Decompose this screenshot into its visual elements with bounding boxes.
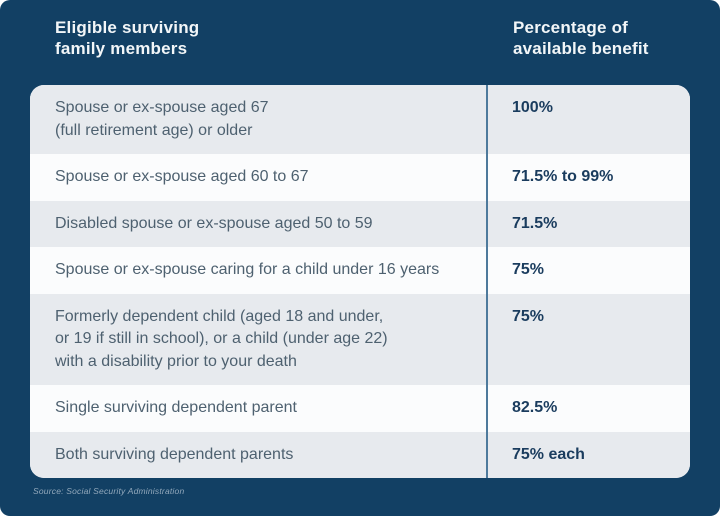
percentage-cell: 100% bbox=[512, 99, 553, 116]
member-cell: Single surviving dependent parent bbox=[55, 399, 297, 416]
source-note: Source: Social Security Administration bbox=[33, 486, 185, 496]
member-cell: Spouse or ex-spouse aged 60 to 67 bbox=[55, 168, 309, 185]
table-row: Spouse or ex-spouse aged 60 to 67 71.5% … bbox=[30, 154, 690, 201]
member-cell: Formerly dependent child (aged 18 and un… bbox=[55, 307, 388, 370]
member-cell: Spouse or ex-spouse aged 67 (full retire… bbox=[55, 99, 269, 139]
table-row: Spouse or ex-spouse caring for a child u… bbox=[30, 247, 690, 294]
member-cell: Both surviving dependent parents bbox=[55, 445, 294, 463]
percentage-cell: 71.5% bbox=[512, 214, 558, 232]
percentage-cell: 75% bbox=[512, 261, 545, 278]
table-row: Formerly dependent child (aged 18 and un… bbox=[30, 293, 690, 385]
percentage-cell: 75% each bbox=[512, 445, 585, 463]
benefits-table: Spouse or ex-spouse aged 67 (full retire… bbox=[30, 85, 690, 478]
percentage-cell: 75% bbox=[512, 307, 545, 325]
member-cell: Disabled spouse or ex-spouse aged 50 to … bbox=[55, 214, 373, 232]
column-divider bbox=[486, 85, 488, 478]
column-header-percentage: Percentage of available benefit bbox=[513, 18, 649, 58]
percentage-cell: 82.5% bbox=[512, 399, 558, 416]
percentage-cell: 71.5% to 99% bbox=[512, 168, 614, 185]
column-header-family-members: Eligible surviving family members bbox=[55, 18, 200, 58]
member-cell: Spouse or ex-spouse caring for a child u… bbox=[55, 261, 440, 278]
table-row: Single surviving dependent parent 82.5% bbox=[30, 385, 690, 432]
table-row: Disabled spouse or ex-spouse aged 50 to … bbox=[30, 200, 690, 247]
table-row: Spouse or ex-spouse aged 67 (full retire… bbox=[30, 85, 690, 154]
table-row: Both surviving dependent parents 75% eac… bbox=[30, 431, 690, 478]
